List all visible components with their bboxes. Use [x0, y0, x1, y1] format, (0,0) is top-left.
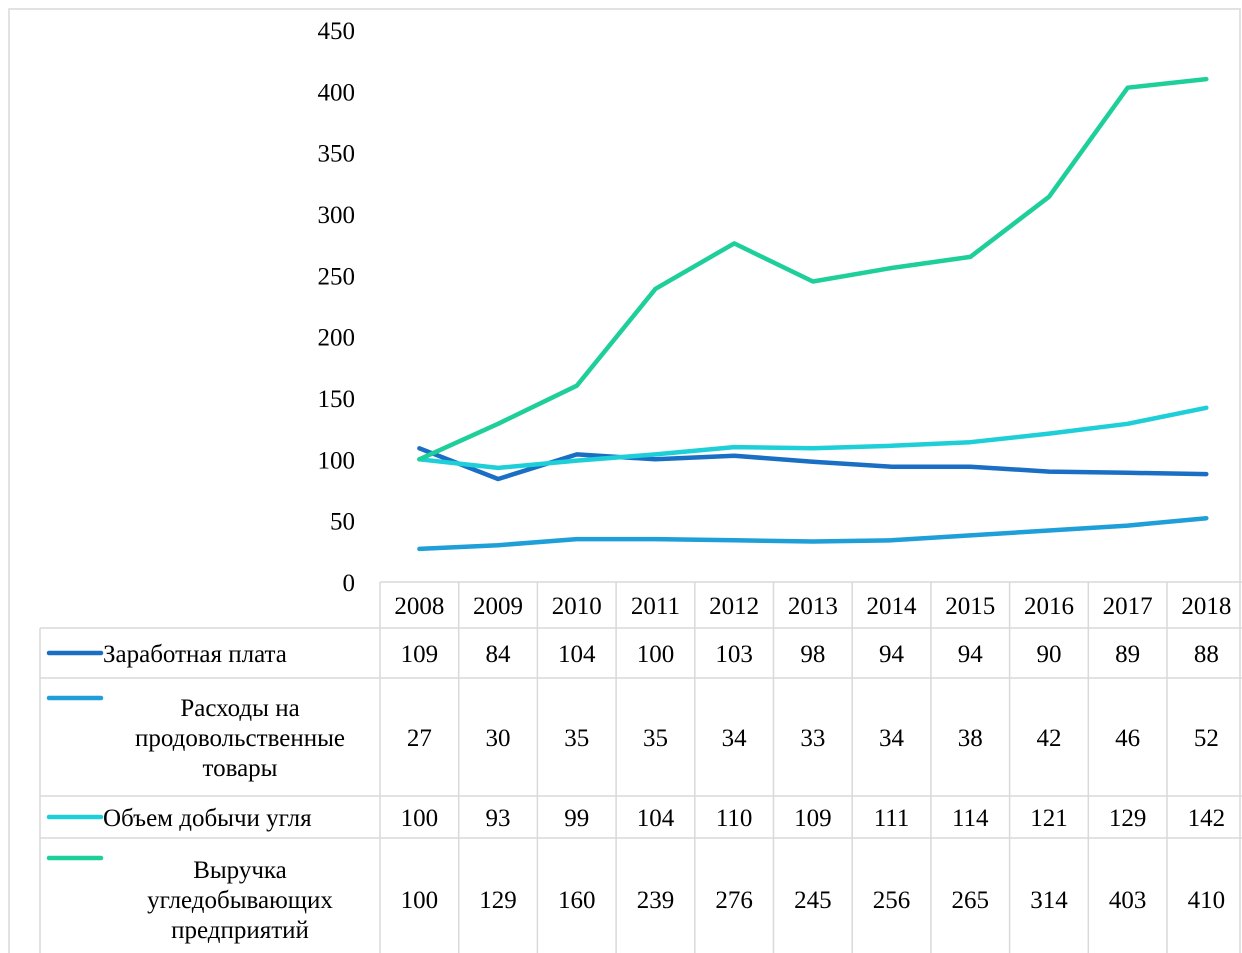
table-value-cell: 33 — [800, 725, 825, 752]
y-tick-label: 200 — [318, 325, 356, 352]
data-table: 2008 2009 2010 2011 2012 2013 2014 2015 2016 2017… — [46, 593, 1231, 944]
table-value-cell: 46 — [1115, 725, 1140, 752]
series-line-4 — [417, 76, 1209, 462]
table-value-cell: 129 — [479, 887, 517, 914]
table-value-cell: 142 — [1188, 805, 1226, 832]
series-line-2 — [417, 515, 1209, 552]
table-value-cell: 245 — [794, 887, 832, 914]
table-value-cell: 98 — [800, 641, 825, 668]
table-value-cell: 35 — [643, 725, 668, 752]
x-category-label: 2015 — [945, 593, 995, 620]
x-category-label: 2010 — [552, 593, 602, 620]
y-tick-label: 0 — [343, 570, 356, 597]
y-tick-label: 450 — [318, 18, 356, 45]
table-value-cell: 109 — [401, 641, 439, 668]
table-value-cell: 35 — [564, 725, 589, 752]
series-label: предприятий — [171, 917, 309, 944]
table-value-cell: 42 — [1036, 725, 1061, 752]
table-value-cell: 34 — [722, 725, 748, 752]
table-value-cell: 129 — [1109, 805, 1147, 832]
table-value-cell: 110 — [716, 805, 753, 832]
table-value-cell: 94 — [958, 641, 984, 668]
table-value-cell: 103 — [715, 641, 753, 668]
y-tick-label: 250 — [318, 263, 356, 290]
series-label: продовольственные — [135, 725, 345, 752]
series-label: товары — [203, 755, 278, 782]
table-value-cell: 256 — [873, 887, 911, 914]
x-category-label: 2011 — [631, 593, 680, 620]
x-category-label: 2016 — [1024, 593, 1074, 620]
y-tick-label: 400 — [318, 79, 356, 106]
data-table-grid — [39, 581, 1242, 953]
table-value-cell: 30 — [486, 725, 511, 752]
table-value-cell: 111 — [874, 805, 910, 832]
series-label: угледобывающих — [147, 887, 333, 914]
series-lines — [417, 76, 1209, 552]
series-label: Заработная плата — [103, 641, 287, 668]
table-value-cell: 34 — [879, 725, 905, 752]
table-value-cell: 89 — [1115, 641, 1140, 668]
table-value-cell: 84 — [486, 641, 512, 668]
x-category-label: 2008 — [394, 593, 444, 620]
table-value-cell: 104 — [637, 805, 675, 832]
y-tick-label: 50 — [330, 509, 355, 536]
table-value-cell: 403 — [1109, 887, 1147, 914]
table-value-cell: 109 — [794, 805, 832, 832]
y-axis: 0 50 100 150 200 250 300 350 400 450 — [318, 18, 356, 597]
table-value-cell: 104 — [558, 641, 596, 668]
series-label: Выручка — [193, 857, 287, 884]
y-tick-label: 350 — [318, 141, 356, 168]
table-value-cell: 94 — [879, 641, 905, 668]
series-label: Расходы на — [180, 695, 299, 722]
table-value-cell: 100 — [637, 641, 675, 668]
table-value-cell: 100 — [401, 805, 439, 832]
table-value-cell: 90 — [1036, 641, 1061, 668]
x-category-label: 2017 — [1103, 593, 1153, 620]
x-category-label: 2018 — [1181, 593, 1231, 620]
x-category-label: 2014 — [867, 593, 918, 620]
table-value-cell: 114 — [952, 805, 989, 832]
table-value-cell: 160 — [558, 887, 596, 914]
table-value-cell: 410 — [1188, 887, 1226, 914]
table-value-cell: 121 — [1030, 805, 1068, 832]
table-value-cell: 27 — [407, 725, 432, 752]
y-tick-label: 300 — [318, 202, 356, 229]
table-value-cell: 265 — [952, 887, 990, 914]
table-value-cell: 276 — [715, 887, 753, 914]
table-value-cell: 314 — [1030, 887, 1068, 914]
table-value-cell: 88 — [1194, 641, 1219, 668]
x-category-label: 2009 — [473, 593, 523, 620]
table-value-cell: 99 — [564, 805, 589, 832]
table-value-cell: 38 — [958, 725, 983, 752]
table-value-cell: 239 — [637, 887, 675, 914]
series-label: Объем добычи угля — [103, 805, 312, 832]
chart-frame — [8, 8, 1241, 953]
series-line-3 — [417, 405, 1209, 471]
table-value-cell: 52 — [1194, 725, 1219, 752]
x-category-label: 2013 — [788, 593, 838, 620]
table-value-cell: 100 — [401, 887, 439, 914]
x-category-label: 2012 — [709, 593, 759, 620]
y-tick-label: 100 — [318, 447, 356, 474]
y-tick-label: 150 — [318, 386, 356, 413]
table-value-cell: 93 — [486, 805, 511, 832]
